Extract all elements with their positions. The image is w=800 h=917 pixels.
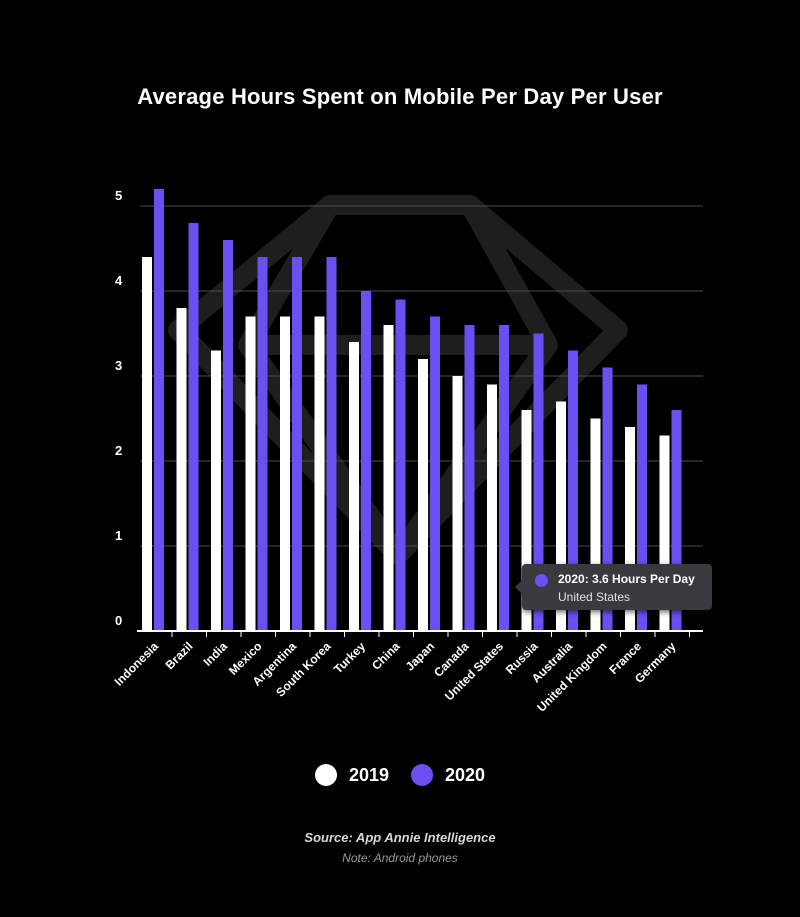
bar-2020-china[interactable] (395, 299, 406, 632)
bar-2020-india[interactable] (223, 240, 233, 631)
bar-2019-argentina[interactable] (280, 316, 290, 632)
x-tick-label: Turkey (331, 639, 368, 676)
tooltip-title: 2020: 3.6 Hours Per Day (558, 572, 695, 586)
y-tick-label: 4 (115, 273, 123, 288)
bar-2020-canada[interactable] (464, 325, 475, 631)
y-tick-label: 3 (115, 358, 122, 373)
bar-2019-germany[interactable] (659, 435, 670, 632)
x-tick-label: Brazil (163, 639, 196, 672)
chart-tooltip: 2020: 3.6 Hours Per Day United States (515, 564, 712, 610)
bar-2019-united-states[interactable] (487, 384, 497, 632)
bar-2020-russia[interactable] (533, 333, 544, 632)
bar-2019-turkey[interactable] (349, 342, 359, 631)
bar-2020-france[interactable] (637, 384, 647, 632)
bar-2020-germany[interactable] (671, 410, 682, 631)
y-tick-label: 5 (115, 188, 122, 203)
bar-2019-china[interactable] (383, 325, 394, 631)
bar-2020-south-korea[interactable] (326, 257, 337, 631)
footnote: Note: Android phones (342, 851, 458, 865)
x-tick-label: India (200, 639, 230, 669)
legend-label-2020: 2020 (445, 764, 486, 785)
bar-2020-japan[interactable] (430, 316, 440, 632)
source-note: Source: App Annie Intelligence (304, 830, 496, 845)
chart-legend: 2019 2020 (0, 764, 800, 786)
y-tick-label: 0 (115, 613, 122, 628)
bar-2020-argentina[interactable] (292, 257, 302, 631)
bar-2019-russia[interactable] (521, 410, 532, 631)
bar-2019-australia[interactable] (556, 401, 566, 632)
bar-2020-indonesia[interactable] (154, 189, 164, 631)
y-tick-label: 1 (115, 528, 122, 543)
x-tick-label: Indonesia (112, 639, 162, 689)
bar-2019-india[interactable] (211, 350, 221, 632)
bar-2019-united-kingdom[interactable] (590, 418, 601, 632)
bar-2020-brazil[interactable] (188, 223, 199, 631)
x-tick-label: China (369, 639, 403, 673)
bar-2020-mexico[interactable] (257, 257, 268, 631)
legend-swatch-2020 (411, 764, 433, 786)
bar-2020-united-kingdom[interactable] (602, 367, 613, 632)
tooltip-series-dot (535, 574, 548, 587)
bar-2019-japan[interactable] (418, 359, 428, 631)
legend-item-2019[interactable]: 2019 (314, 764, 389, 786)
bar-2020-united-states[interactable] (499, 325, 509, 631)
y-tick-label: 2 (115, 443, 122, 458)
legend-item-2020[interactable]: 2020 (411, 764, 485, 786)
chart-title: Average Hours Spent on Mobile Per Day Pe… (137, 84, 663, 109)
bar-2019-brazil[interactable] (176, 308, 187, 631)
legend-label-2019: 2019 (348, 764, 389, 785)
bar-2019-france[interactable] (625, 427, 635, 631)
bar-2019-canada[interactable] (452, 376, 463, 631)
bar-2019-mexico[interactable] (245, 316, 256, 632)
bar-2019-indonesia[interactable] (142, 257, 152, 631)
bar-2019-south-korea[interactable] (314, 316, 325, 632)
bar-2020-australia[interactable] (568, 350, 578, 632)
legend-swatch-2019 (314, 764, 337, 786)
tooltip-subtitle: United States (558, 590, 631, 604)
bar-2020-turkey[interactable] (361, 291, 371, 631)
